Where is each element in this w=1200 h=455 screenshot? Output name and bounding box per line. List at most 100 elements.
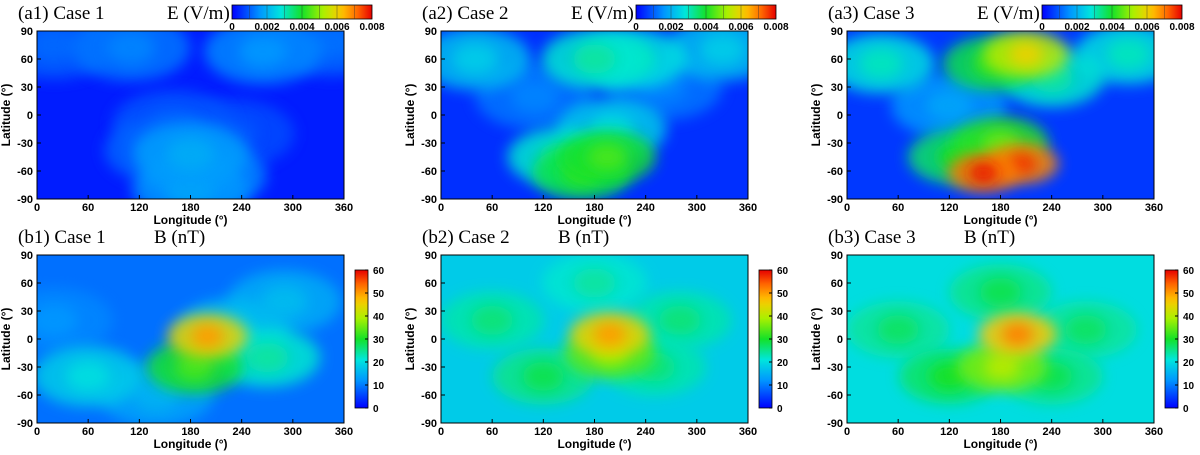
hotspot: [699, 33, 746, 66]
quantity-label: E (V/m): [977, 3, 1040, 24]
y-tick-label: -60: [827, 166, 843, 178]
hotspot: [968, 162, 999, 183]
y-tick-label: 0: [27, 110, 33, 122]
colorbar-tick-label: 30: [1183, 335, 1195, 346]
hotspot: [37, 31, 79, 63]
x-tick-label: 300: [1094, 426, 1112, 438]
panel-label: (a2) Case 2: [422, 3, 509, 24]
x-axis-label: Longitude (°): [557, 213, 631, 227]
heatmap-field: [441, 255, 732, 405]
y-tick-label: 30: [21, 82, 33, 94]
x-tick-label: 240: [1042, 426, 1060, 438]
colorbar: 60 50 40 30 20 10 0: [1164, 266, 1195, 415]
x-tick-label: 60: [892, 202, 904, 214]
x-tick-label: 360: [1145, 426, 1163, 438]
x-tick-label: 360: [335, 202, 353, 214]
colorbar-tick-label: 0: [633, 22, 639, 33]
x-tick-label: 240: [1042, 202, 1060, 214]
y-tick-label: 30: [21, 306, 33, 318]
x-tick-label: 240: [232, 202, 250, 214]
y-tick-label: -90: [827, 194, 843, 206]
colorbar-tick-label: 30: [373, 335, 385, 346]
colorbar-tick-label: 40: [373, 312, 385, 323]
x-tick-label: 180: [991, 202, 1009, 214]
colorbar-tick-label: 0.008: [763, 22, 788, 33]
hotspot: [65, 360, 111, 392]
heatmap-field: [441, 31, 748, 199]
hotspot: [572, 44, 617, 74]
quantity-label: E (V/m): [167, 3, 230, 24]
hotspot: [175, 353, 215, 381]
x-tick-label: 300: [284, 202, 302, 214]
y-tick-label: -90: [421, 194, 437, 206]
y-tick-label: 60: [21, 54, 33, 66]
panel-label: (b2) Case 2: [422, 227, 510, 248]
x-tick-label: 300: [1094, 202, 1112, 214]
y-tick-label: 90: [425, 250, 437, 262]
quantity-label: B (nT): [964, 227, 1015, 248]
y-tick-label: -30: [827, 362, 843, 374]
hotspot: [593, 323, 627, 346]
hotspot: [471, 305, 514, 335]
hotspot: [245, 342, 289, 373]
x-axis-label: Longitude (°): [963, 437, 1037, 451]
x-tick-label: 180: [585, 426, 603, 438]
y-tick-label: -90: [17, 194, 33, 206]
colorbar-tick-label: 0.006: [324, 22, 349, 33]
y-tick-label: -60: [421, 390, 437, 402]
x-tick-label: 60: [486, 426, 498, 438]
y-tick-label: 0: [27, 334, 33, 346]
x-tick-label: 120: [534, 202, 552, 214]
hotspot: [191, 324, 224, 348]
hotspot: [1064, 315, 1107, 345]
hotspot: [166, 137, 215, 171]
hotspot: [979, 277, 1022, 307]
colorbar-tick-label: 0: [1039, 22, 1045, 33]
y-tick-label: -30: [827, 138, 843, 150]
hotspot: [925, 89, 974, 123]
x-tick-label: 60: [486, 202, 498, 214]
panel-2: 0 60 120 180 240 300 3609060300-30-60-90Longit…: [403, 3, 789, 227]
colorbar-tick-label: 20: [373, 358, 385, 369]
hotspot: [587, 143, 628, 171]
y-tick-label: -30: [421, 362, 437, 374]
colorbar: 0 0.002 0.004 0.006 0.008: [633, 4, 789, 33]
y-tick-label: -90: [421, 418, 437, 430]
x-tick-label: 300: [688, 426, 706, 438]
colorbar-tick-label: 0.002: [254, 22, 279, 33]
colorbar-tick-label: 60: [1183, 266, 1195, 277]
colorbar-tick-label: 10: [777, 381, 789, 392]
y-tick-label: -90: [17, 418, 33, 430]
panel-1: 0 60 120 180 240 300 3609060300-30-60-90Longit…: [0, 3, 385, 227]
y-tick-label: 30: [425, 82, 437, 94]
x-tick-label: 240: [232, 426, 250, 438]
hotspot: [572, 268, 617, 298]
hotspot: [983, 354, 1021, 380]
y-tick-label: 30: [425, 306, 437, 318]
y-tick-label: 60: [425, 54, 437, 66]
heatmap-field: [37, 31, 344, 199]
x-axis-label: Longitude (°): [557, 437, 631, 451]
x-tick-label: 240: [636, 202, 654, 214]
colorbar-tick-label: 0: [1183, 404, 1189, 415]
x-tick-label: 240: [636, 426, 654, 438]
quantity-label: E (V/m): [571, 3, 634, 24]
colorbar-tick-label: 0.004: [289, 22, 314, 33]
y-axis-label: Latitude (°): [403, 84, 417, 147]
x-tick-label: 360: [739, 426, 757, 438]
x-tick-label: 120: [130, 202, 148, 214]
colorbar-tick-label: 0.008: [1169, 22, 1194, 33]
heatmap-field: [847, 31, 1154, 193]
y-axis-label: Latitude (°): [0, 308, 13, 371]
hotspot: [510, 79, 560, 114]
y-tick-label: 60: [21, 278, 33, 290]
colorbar-tick-label: 60: [373, 266, 385, 277]
colorbar: 60 50 40 30 20 10 0: [354, 266, 385, 415]
hotspot: [522, 361, 565, 391]
hotspot: [452, 43, 498, 75]
panel-5: 0 60 120 180 240 300 3609060300-30-60-90Longit…: [403, 227, 789, 451]
x-tick-label: 300: [284, 426, 302, 438]
panel-label: (a3) Case 3: [828, 3, 915, 24]
colorbar-tick-label: 0.004: [1099, 22, 1124, 33]
panel-label: (b1) Case 1: [18, 227, 106, 248]
